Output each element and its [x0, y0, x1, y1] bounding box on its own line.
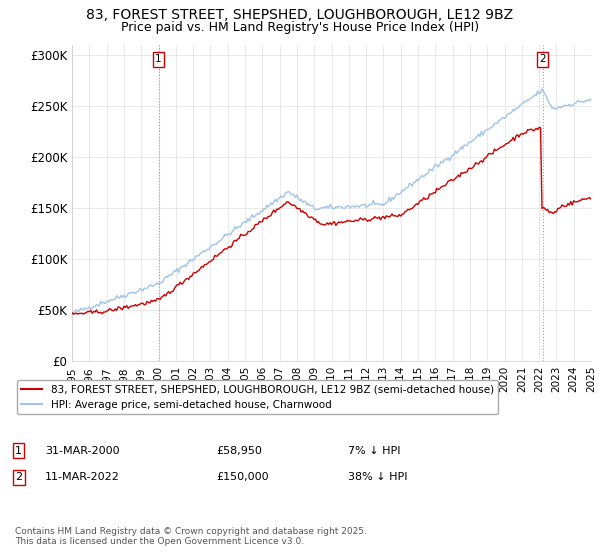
Text: 1: 1: [155, 54, 162, 64]
Legend: 83, FOREST STREET, SHEPSHED, LOUGHBOROUGH, LE12 9BZ (semi-detached house), HPI: : 83, FOREST STREET, SHEPSHED, LOUGHBOROUG…: [17, 380, 498, 414]
Text: 38% ↓ HPI: 38% ↓ HPI: [348, 472, 407, 482]
Text: Contains HM Land Registry data © Crown copyright and database right 2025.
This d: Contains HM Land Registry data © Crown c…: [15, 526, 367, 546]
Text: 11-MAR-2022: 11-MAR-2022: [45, 472, 120, 482]
Text: £150,000: £150,000: [216, 472, 269, 482]
Text: 1: 1: [15, 446, 22, 456]
Text: £58,950: £58,950: [216, 446, 262, 456]
Text: 2: 2: [15, 472, 22, 482]
Text: 83, FOREST STREET, SHEPSHED, LOUGHBOROUGH, LE12 9BZ: 83, FOREST STREET, SHEPSHED, LOUGHBOROUG…: [86, 8, 514, 22]
Text: 2: 2: [539, 54, 546, 64]
Text: Price paid vs. HM Land Registry's House Price Index (HPI): Price paid vs. HM Land Registry's House …: [121, 21, 479, 34]
Text: 31-MAR-2000: 31-MAR-2000: [45, 446, 119, 456]
Text: 7% ↓ HPI: 7% ↓ HPI: [348, 446, 401, 456]
